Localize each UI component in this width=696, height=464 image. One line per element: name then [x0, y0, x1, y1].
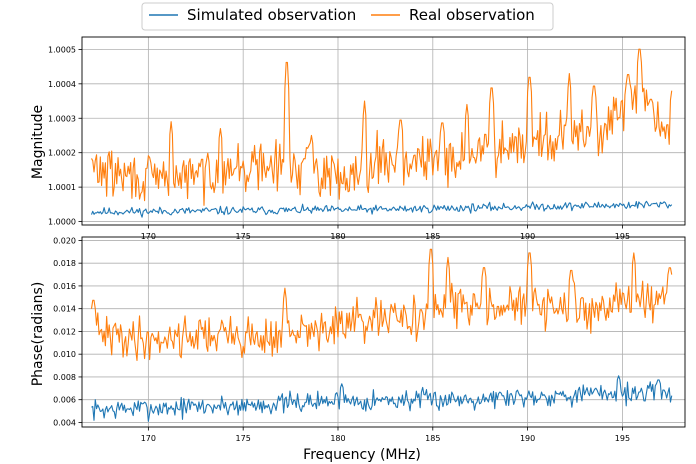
phase-ytick-label: 0.018 [53, 259, 76, 268]
phase-axes-frame [81, 236, 686, 428]
phase-ytick-label: 0.006 [53, 396, 76, 405]
magnitude-ylabel: Magnitude [30, 105, 46, 179]
magnitude-ytick-label: 1.0004 [48, 80, 76, 89]
phase-xtick-label: 195 [615, 434, 630, 443]
phase-ytick-label: 0.012 [53, 327, 76, 336]
phase-ytick-label: 0.020 [53, 236, 76, 245]
phase-real-line [90, 248, 673, 361]
legend-box [141, 2, 554, 31]
magnitude-ytick-label: 1.0001 [48, 183, 76, 192]
magnitude-ytick-label: 1.0005 [48, 45, 76, 54]
magnitude-simulated-line [90, 200, 673, 218]
phase-ylabel: Phase(radians) [30, 282, 46, 387]
phase-ytick-label: 0.014 [53, 305, 76, 314]
magnitude-xtick-label: 195 [615, 232, 630, 241]
legend-label-simulated: Simulated observation [187, 6, 356, 24]
phase-simulated-line [91, 375, 673, 422]
magnitude-ytick-label: 1.0002 [48, 149, 76, 158]
phase-ytick-label: 0.008 [53, 373, 76, 382]
magnitude-axes-frame [81, 36, 686, 226]
phase-xtick-label: 185 [425, 434, 440, 443]
x-axis-label: Frequency (MHz) [303, 447, 421, 463]
legend: Simulated observation Real observation [141, 2, 554, 31]
phase-xtick-label: 175 [236, 434, 251, 443]
phase-xtick-label: 180 [330, 434, 345, 443]
phase-ytick-label: 0.016 [53, 282, 76, 291]
magnitude-xtick-label: 175 [236, 232, 251, 241]
magnitude-xtick-label: 170 [141, 232, 156, 241]
legend-label-real: Real observation [409, 6, 535, 24]
magnitude-xtick-label: 180 [330, 232, 345, 241]
phase-panel: 0.004 0.006 0.008 0.010 0.012 0.014 0.016 0.018… [30, 236, 686, 443]
phase-xtick-label: 190 [520, 434, 535, 443]
magnitude-ytick-label: 1.0003 [48, 114, 76, 123]
magnitude-xtick-label: 185 [425, 232, 440, 241]
magnitude-panel: 1.0000 1.0001 1.0002 1.0003 1.0004 1.0005 170… [30, 36, 686, 241]
magnitude-ytick-label: 1.0000 [48, 218, 76, 227]
magnitude-real-line [91, 48, 673, 206]
magnitude-xtick-label: 190 [520, 232, 535, 241]
phase-ytick-label: 0.010 [53, 350, 76, 359]
phase-xtick-label: 170 [141, 434, 156, 443]
phase-ytick-label: 0.004 [53, 418, 76, 427]
